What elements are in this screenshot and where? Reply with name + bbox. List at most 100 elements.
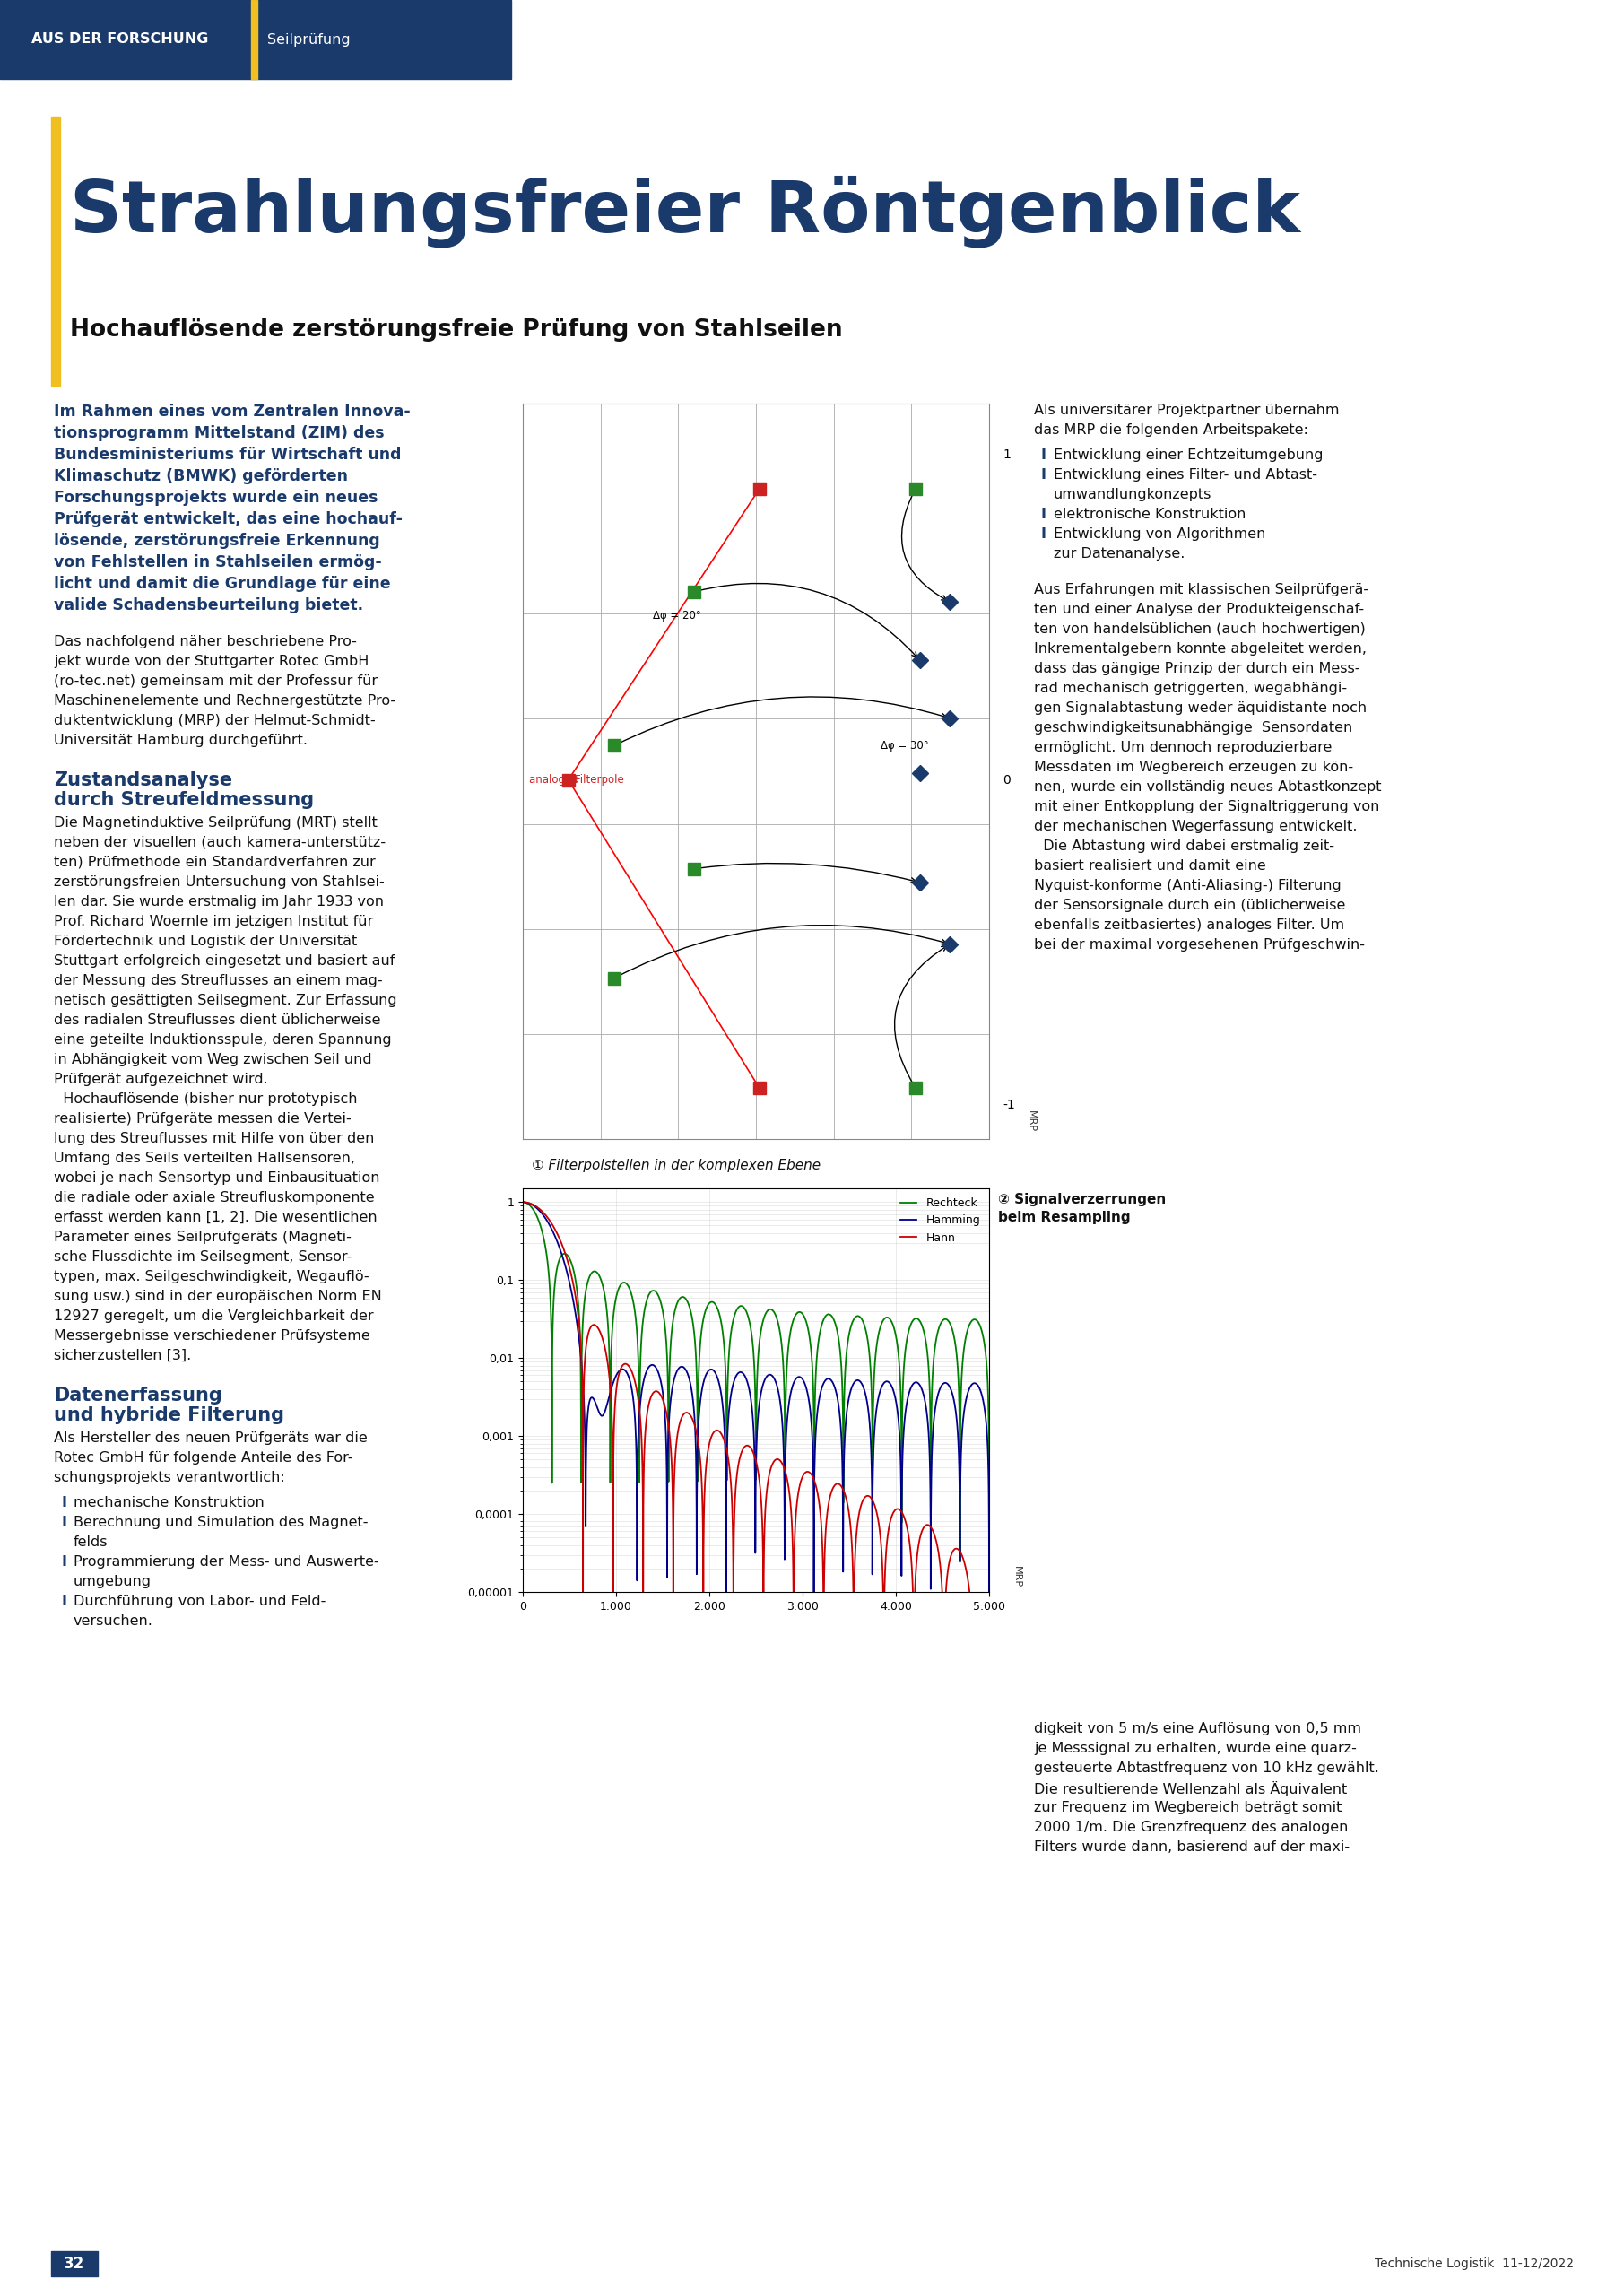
Rechteck xyxy=(965,1306,984,1334)
Text: Prof. Richard Woernle im jetzigen Institut für: Prof. Richard Woernle im jetzigen Instit… xyxy=(54,914,374,928)
Text: Entwicklung eines Filter- und Abtast-: Entwicklung eines Filter- und Abtast- xyxy=(1054,468,1317,482)
Text: MRP: MRP xyxy=(1026,1109,1036,1132)
Text: des radialen Streuflusses dient üblicherweise: des radialen Streuflusses dient üblicher… xyxy=(54,1013,380,1026)
Text: elektronische Konstruktion: elektronische Konstruktion xyxy=(1054,507,1246,521)
Text: beim Resampling: beim Resampling xyxy=(999,1210,1130,1224)
Text: I: I xyxy=(1041,507,1046,521)
Text: bei der maximal vorgesehenen Prüfgeschwin-: bei der maximal vorgesehenen Prüfgeschwi… xyxy=(1034,939,1364,951)
Text: umwandlungkonzepts: umwandlungkonzepts xyxy=(1054,487,1212,501)
Text: tionsprogramm Mittelstand (ZIM) des: tionsprogramm Mittelstand (ZIM) des xyxy=(54,425,385,441)
Text: Bundesministeriums für Wirtschaft und: Bundesministeriums für Wirtschaft und xyxy=(54,448,401,464)
Text: I: I xyxy=(1041,468,1046,482)
Legend: Rechteck, Hamming, Hann: Rechteck, Hamming, Hann xyxy=(896,1194,984,1247)
Text: zur Datenanalyse.: zur Datenanalyse. xyxy=(1054,546,1186,560)
Text: duktentwicklung (MRP) der Helmut-Schmidt-: duktentwicklung (MRP) der Helmut-Schmidt… xyxy=(54,714,375,728)
Text: Universität Hamburg durchgeführt.: Universität Hamburg durchgeführt. xyxy=(54,735,307,746)
Text: Maschinenelemente und Rechnergestützte Pro-: Maschinenelemente und Rechnergestützte P… xyxy=(54,693,396,707)
Text: von Fehlstellen in Stahlseilen ermög-: von Fehlstellen in Stahlseilen ermög- xyxy=(54,553,382,569)
Text: 0: 0 xyxy=(1004,774,1012,785)
Hann xyxy=(734,1433,754,1460)
Text: Prüfgerät entwickelt, das eine hochauf-: Prüfgerät entwickelt, das eine hochauf- xyxy=(54,512,403,528)
Text: sung usw.) sind in der europäischen Norm EN: sung usw.) sind in der europäischen Norm… xyxy=(54,1290,382,1304)
Line: Hamming: Hamming xyxy=(523,1203,989,1669)
Text: erfasst werden kann [1, 2]. Die wesentlichen: erfasst werden kann [1, 2]. Die wesentli… xyxy=(54,1210,377,1224)
Text: ten und einer Analyse der Produkteigenschaf-: ten und einer Analyse der Produkteigensc… xyxy=(1034,602,1364,615)
Hann xyxy=(713,1424,732,1451)
Text: Inkrementalgebern konnte abgeleitet werden,: Inkrementalgebern konnte abgeleitet werd… xyxy=(1034,643,1367,657)
Text: zur Frequenz im Wegbereich beträgt somit: zur Frequenz im Wegbereich beträgt somit xyxy=(1034,1800,1341,1814)
Text: Das nachfolgend näher beschriebene Pro-: Das nachfolgend näher beschriebene Pro- xyxy=(54,636,357,647)
Text: nen, wurde ein vollständig neues Abtastkonzept: nen, wurde ein vollständig neues Abtastk… xyxy=(1034,781,1382,794)
Text: Durchführung von Labor- und Feld-: Durchführung von Labor- und Feld- xyxy=(73,1596,326,1607)
Text: neben der visuellen (auch kamera-unterstütz-: neben der visuellen (auch kamera-unterst… xyxy=(54,836,387,850)
Text: Nyquist-konforme (Anti-Aliasing-) Filterung: Nyquist-konforme (Anti-Aliasing-) Filter… xyxy=(1034,879,1341,893)
Text: zerstörungsfreien Untersuchung von Stahlsei-: zerstörungsfreien Untersuchung von Stahl… xyxy=(54,875,385,889)
Text: Fördertechnik und Logistik der Universität: Fördertechnik und Logistik der Universit… xyxy=(54,934,357,948)
Text: licht und damit die Grundlage für eine: licht und damit die Grundlage für eine xyxy=(54,576,391,592)
Text: ermöglicht. Um dennoch reproduzierbare: ermöglicht. Um dennoch reproduzierbare xyxy=(1034,742,1332,755)
Text: gen Signalabtastung weder äquidistante noch: gen Signalabtastung weder äquidistante n… xyxy=(1034,700,1367,714)
Text: realisierte) Prüfgeräte messen die Vertei-: realisierte) Prüfgeräte messen die Verte… xyxy=(54,1111,351,1125)
Text: das MRP die folgenden Arbeitspakete:: das MRP die folgenden Arbeitspakete: xyxy=(1034,422,1309,436)
Hamming xyxy=(965,1368,984,1396)
Text: je Messsignal zu erhalten, wurde eine quarz-: je Messsignal zu erhalten, wurde eine qu… xyxy=(1034,1743,1356,1754)
Text: I: I xyxy=(62,1497,67,1508)
Text: rad mechanisch getriggerten, wegabhängi-: rad mechanisch getriggerten, wegabhängi- xyxy=(1034,682,1346,696)
Text: und hybride Filterung: und hybride Filterung xyxy=(54,1405,284,1424)
Text: netisch gesättigten Seilsegment. Zur Erfassung: netisch gesättigten Seilsegment. Zur Erf… xyxy=(54,994,396,1008)
Line: Rechteck: Rechteck xyxy=(523,1203,989,2296)
Text: Als Hersteller des neuen Prüfgeräts war die: Als Hersteller des neuen Prüfgeräts war … xyxy=(54,1430,367,1444)
Hann xyxy=(965,1646,984,1674)
Hamming xyxy=(713,1389,732,1417)
Text: -1: -1 xyxy=(1004,1097,1015,1111)
Text: mit einer Entkopplung der Signaltriggerung von: mit einer Entkopplung der Signaltriggeru… xyxy=(1034,799,1379,813)
Text: Die Magnetinduktive Seilprüfung (MRT) stellt: Die Magnetinduktive Seilprüfung (MRT) st… xyxy=(54,815,377,829)
Rechteck xyxy=(713,1316,732,1343)
Text: Im Rahmen eines vom Zentralen Innova-: Im Rahmen eines vom Zentralen Innova- xyxy=(54,404,411,420)
Line: Hann: Hann xyxy=(523,1203,989,1669)
Text: geschwindigkeitsunabhängige  Sensordaten: geschwindigkeitsunabhängige Sensordaten xyxy=(1034,721,1353,735)
Rechteck xyxy=(942,1313,961,1341)
Text: Berechnung und Simulation des Magnet-: Berechnung und Simulation des Magnet- xyxy=(73,1515,369,1529)
Text: ten) Prüfmethode ein Standardverfahren zur: ten) Prüfmethode ein Standardverfahren z… xyxy=(54,856,375,870)
Text: I: I xyxy=(1041,448,1046,461)
Text: Parameter eines Seilprüfgeräts (Magneti-: Parameter eines Seilprüfgeräts (Magneti- xyxy=(54,1231,351,1244)
Text: Zustandsanalyse: Zustandsanalyse xyxy=(54,771,232,790)
Hann xyxy=(979,1655,999,1683)
Text: sicherzustellen [3].: sicherzustellen [3]. xyxy=(54,1348,192,1362)
Text: valide Schadensbeurteilung bietet.: valide Schadensbeurteilung bietet. xyxy=(54,597,364,613)
Hann xyxy=(710,1417,729,1444)
Text: Entwicklung einer Echtzeitumgebung: Entwicklung einer Echtzeitumgebung xyxy=(1054,448,1324,461)
Text: durch Streufeldmessung: durch Streufeldmessung xyxy=(54,792,313,808)
Text: Als universitärer Projektpartner übernahm: Als universitärer Projektpartner übernah… xyxy=(1034,404,1340,418)
Text: die radiale oder axiale Streufluskomponente: die radiale oder axiale Streufluskompone… xyxy=(54,1192,375,1205)
Text: Entwicklung von Algorithmen: Entwicklung von Algorithmen xyxy=(1054,528,1265,542)
Text: Die Abtastung wird dabei erstmalig zeit-: Die Abtastung wird dabei erstmalig zeit- xyxy=(1034,840,1335,852)
Text: versuchen.: versuchen. xyxy=(73,1614,153,1628)
Text: der Sensorsignale durch ein (üblicherweise: der Sensorsignale durch ein (üblicherwei… xyxy=(1034,898,1345,912)
Bar xyxy=(50,117,60,386)
Text: Stuttgart erfolgreich eingesetzt und basiert auf: Stuttgart erfolgreich eingesetzt und bas… xyxy=(54,955,395,967)
Text: in Abhängigkeit vom Weg zwischen Seil und: in Abhängigkeit vom Weg zwischen Seil un… xyxy=(54,1054,372,1065)
Text: I: I xyxy=(62,1596,67,1607)
Text: wobei je nach Sensortyp und Einbausituation: wobei je nach Sensortyp und Einbausituat… xyxy=(54,1171,380,1185)
Text: Messergebnisse verschiedener Prüfsysteme: Messergebnisse verschiedener Prüfsysteme xyxy=(54,1329,370,1343)
Text: der Messung des Streuflusses an einem mag-: der Messung des Streuflusses an einem ma… xyxy=(54,974,383,987)
Text: lung des Streuflusses mit Hilfe von über den: lung des Streuflusses mit Hilfe von über… xyxy=(54,1132,374,1146)
Text: Strahlungsfreier Röntgenblick: Strahlungsfreier Röntgenblick xyxy=(70,174,1301,248)
Text: schungsprojekts verantwortlich:: schungsprojekts verantwortlich: xyxy=(54,1472,284,1483)
Text: ten von handelsüblichen (auch hochwertigen): ten von handelsüblichen (auch hochwertig… xyxy=(1034,622,1366,636)
Hamming xyxy=(853,1371,872,1398)
Text: Messdaten im Wegbereich erzeugen zu kön-: Messdaten im Wegbereich erzeugen zu kön- xyxy=(1034,760,1353,774)
Bar xyxy=(0,0,512,78)
Text: jekt wurde von der Stuttgarter Rotec GmbH: jekt wurde von der Stuttgarter Rotec Gmb… xyxy=(54,654,369,668)
Text: Filters wurde dann, basierend auf der maxi-: Filters wurde dann, basierend auf der ma… xyxy=(1034,1841,1350,1853)
Hamming xyxy=(710,1368,729,1396)
Text: Programmierung der Mess- und Auswerte-: Programmierung der Mess- und Auswerte- xyxy=(73,1554,378,1568)
Text: 12927 geregelt, um die Vergleichbarkeit der: 12927 geregelt, um die Vergleichbarkeit … xyxy=(54,1309,374,1322)
Text: gesteuerte Abtastfrequenz von 10 kHz gewählt.: gesteuerte Abtastfrequenz von 10 kHz gew… xyxy=(1034,1761,1379,1775)
Text: I: I xyxy=(62,1554,67,1568)
Text: mechanische Konstruktion: mechanische Konstruktion xyxy=(73,1497,265,1508)
Text: lösende, zerstörungsfreie Erkennung: lösende, zerstörungsfreie Erkennung xyxy=(54,533,380,549)
Text: 2000 1/m. Die Grenzfrequenz des analogen: 2000 1/m. Die Grenzfrequenz des analogen xyxy=(1034,1821,1348,1835)
